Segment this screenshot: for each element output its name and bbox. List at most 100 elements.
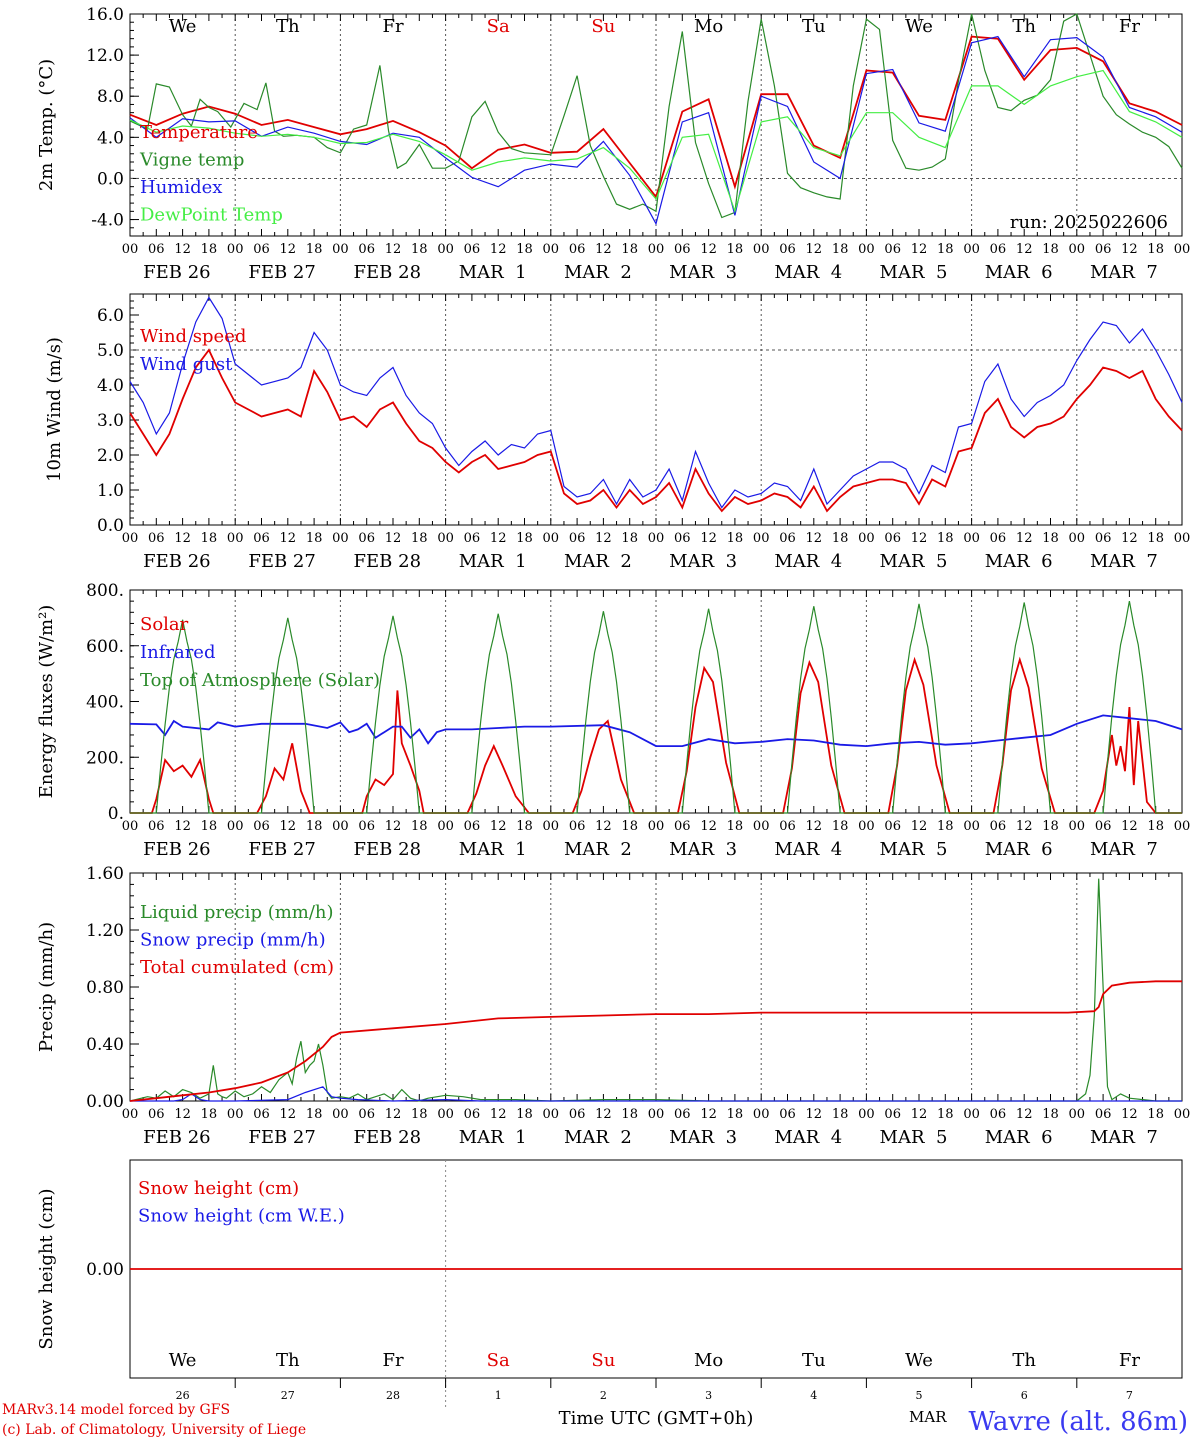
hour-tick-label: 00: [858, 242, 875, 257]
hour-tick-label: 00: [227, 242, 244, 257]
date-label: FEB 28: [354, 262, 421, 283]
hour-tick-label: 00: [1069, 1107, 1086, 1122]
hour-tick-label: 00: [1069, 242, 1086, 257]
hour-tick-label: 12: [174, 819, 191, 834]
date-label: MAR 6: [985, 839, 1053, 860]
y-tick-label: 0.00: [86, 1092, 124, 1112]
hour-tick-label: 06: [884, 531, 901, 546]
hour-tick-label: 06: [779, 1107, 796, 1122]
hour-tick-label: 06: [884, 242, 901, 257]
hour-tick-label: 00: [122, 819, 139, 834]
day-name: Th: [1012, 1350, 1036, 1371]
date-label: MAR 3: [669, 551, 737, 572]
y-tick-label: 0.0: [97, 169, 124, 189]
series-line-1: [129, 13, 1183, 219]
hour-tick-label: 12: [385, 242, 402, 257]
date-label: MAR 7: [1090, 839, 1158, 860]
panel-1: 00 06 12 18 00 06 12 18 00 06 12 18 00 06 12 18 00 06 12 18…: [36, 5, 1190, 283]
hour-tick-label: 00: [1174, 242, 1191, 257]
hour-tick-label: 18: [411, 1107, 428, 1122]
y-tick-label: 800.: [86, 581, 124, 601]
hour-tick-label: 06: [884, 1107, 901, 1122]
hour-tick-label: 00: [648, 531, 665, 546]
hour-tick-label: 18: [1042, 242, 1059, 257]
hour-tick-label: 12: [280, 531, 297, 546]
hour-tick-label: 12: [490, 1107, 507, 1122]
day-name: Fr: [382, 1350, 403, 1371]
hour-tick-label: 18: [727, 1107, 744, 1122]
hour-tick-label: 18: [937, 819, 954, 834]
lab-credit: (c) Lab. of Climatology, University of L…: [2, 1422, 306, 1438]
legend-entry: Snow height (cm W.E.): [138, 1206, 345, 1227]
y-axis-label: Snow height (cm): [36, 1188, 57, 1349]
hour-tick-label: 06: [464, 819, 481, 834]
hour-tick-label: 12: [490, 531, 507, 546]
hour-tick-label: 18: [621, 1107, 638, 1122]
date-label: FEB 27: [248, 262, 315, 283]
legend-entry: Vigne temp: [139, 150, 244, 171]
day-name: Su: [591, 16, 615, 37]
date-label: FEB 26: [143, 551, 210, 572]
hour-tick-label: 00: [1069, 531, 1086, 546]
hour-tick-label: 06: [569, 242, 586, 257]
day-number: 26: [176, 1389, 190, 1402]
legend-entry: Temperature: [140, 122, 258, 143]
hour-tick-label: 12: [806, 242, 823, 257]
day-name: Sa: [487, 1350, 510, 1371]
day-number: 27: [281, 1389, 295, 1402]
y-tick-label: 0.80: [86, 978, 124, 998]
legend-entry: Snow height (cm): [138, 1178, 299, 1199]
day-number: 1: [495, 1389, 502, 1402]
legend-entry: Solar: [140, 614, 189, 635]
hour-tick-label: 18: [306, 531, 323, 546]
day-name: Th: [276, 1350, 300, 1371]
hour-tick-label: 18: [201, 819, 218, 834]
y-tick-label: 0.40: [86, 1035, 124, 1055]
x-axis-title: Time UTC (GMT+0h): [559, 1408, 754, 1429]
hour-tick-label: 12: [385, 531, 402, 546]
day-name: Sa: [487, 16, 510, 37]
date-label: FEB 26: [143, 1127, 210, 1148]
date-label: MAR 5: [880, 551, 948, 572]
hour-tick-label: 06: [464, 1107, 481, 1122]
hour-tick-label: 06: [1095, 242, 1112, 257]
day-number: 3: [705, 1389, 712, 1402]
legend-entry: Liquid precip (mm/h): [140, 902, 334, 923]
y-tick-label: 0.: [108, 804, 124, 824]
date-label: MAR 7: [1090, 1127, 1158, 1148]
hour-tick-label: 12: [174, 242, 191, 257]
day-number: 28: [386, 1389, 400, 1402]
day-name: We: [905, 1350, 933, 1371]
hour-tick-label: 18: [832, 242, 849, 257]
date-label: FEB 28: [354, 551, 421, 572]
hour-tick-label: 00: [858, 819, 875, 834]
hour-tick-label: 00: [437, 531, 454, 546]
hour-tick-label: 18: [201, 242, 218, 257]
hour-tick-label: 06: [358, 242, 375, 257]
hour-tick-label: 18: [621, 819, 638, 834]
hour-tick-label: 00: [858, 1107, 875, 1122]
date-label: FEB 27: [248, 551, 315, 572]
hour-tick-label: 06: [779, 242, 796, 257]
day-name: Fr: [382, 16, 403, 37]
y-tick-label: 600.: [86, 637, 124, 657]
hour-tick-label: 18: [516, 819, 533, 834]
hour-tick-label: 00: [227, 819, 244, 834]
legend-entry: Total cumulated (cm): [140, 957, 334, 978]
hour-tick-label: 00: [858, 531, 875, 546]
hour-tick-label: 06: [990, 242, 1007, 257]
hour-tick-label: 06: [674, 531, 691, 546]
date-label: MAR 1: [459, 1127, 527, 1148]
hour-tick-label: 06: [674, 242, 691, 257]
hour-tick-label: 18: [727, 819, 744, 834]
y-tick-label: 0.00: [86, 1260, 124, 1280]
y-axis-label: Precip (mm/h): [36, 922, 57, 1052]
hour-tick-label: 18: [832, 531, 849, 546]
y-tick-label: 1.0: [97, 481, 124, 501]
hour-tick-label: 00: [1069, 819, 1086, 834]
hour-tick-label: 00: [963, 531, 980, 546]
hour-tick-label: 12: [700, 531, 717, 546]
legend-entry: Snow precip (mm/h): [140, 930, 326, 951]
hour-tick-label: 18: [727, 531, 744, 546]
